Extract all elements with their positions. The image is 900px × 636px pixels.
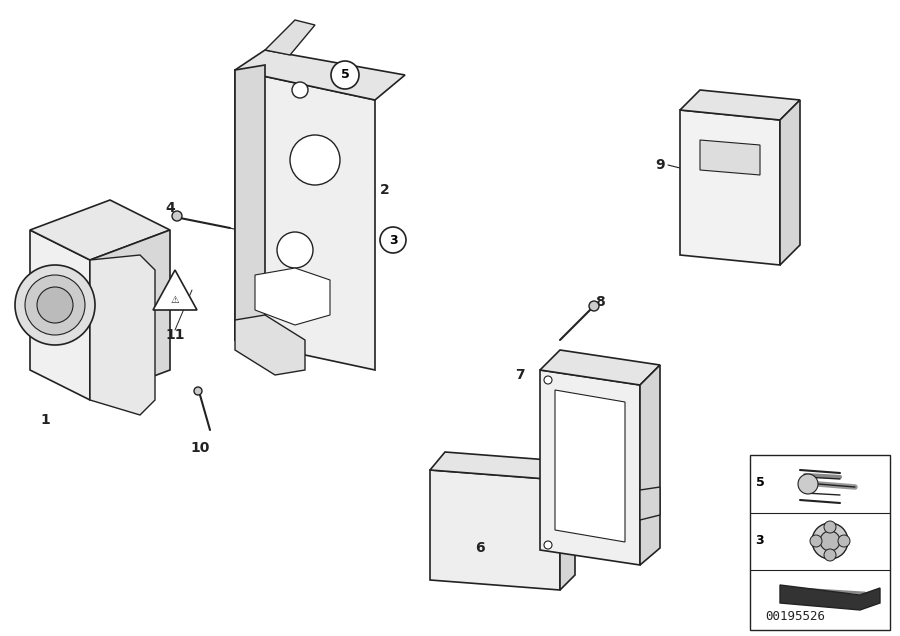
Circle shape: [812, 523, 848, 559]
Text: 00195526: 00195526: [765, 611, 825, 623]
Polygon shape: [235, 65, 265, 355]
Circle shape: [824, 549, 836, 561]
Circle shape: [820, 531, 840, 551]
Bar: [750, 455, 890, 630]
Circle shape: [824, 521, 836, 533]
Polygon shape: [780, 100, 800, 265]
Circle shape: [194, 387, 202, 395]
Text: 5: 5: [340, 69, 349, 81]
Text: 11: 11: [166, 328, 184, 342]
Circle shape: [589, 301, 599, 311]
Text: 7: 7: [515, 368, 525, 382]
Circle shape: [25, 275, 85, 335]
Polygon shape: [255, 268, 330, 325]
Text: 4: 4: [165, 201, 175, 215]
Circle shape: [290, 135, 340, 185]
Polygon shape: [235, 70, 375, 370]
Circle shape: [172, 211, 182, 221]
Circle shape: [331, 61, 359, 89]
Circle shape: [838, 535, 850, 547]
Polygon shape: [640, 487, 660, 520]
Text: 10: 10: [190, 441, 210, 455]
Text: 6: 6: [475, 541, 485, 555]
Circle shape: [277, 232, 313, 268]
Polygon shape: [700, 140, 760, 175]
Polygon shape: [90, 230, 170, 400]
Polygon shape: [640, 365, 660, 565]
Polygon shape: [30, 230, 90, 400]
Text: 8: 8: [595, 295, 605, 309]
Text: 3: 3: [756, 534, 764, 548]
Circle shape: [380, 227, 406, 253]
Text: ⚠: ⚠: [171, 295, 179, 305]
Polygon shape: [30, 200, 170, 260]
Text: 1: 1: [40, 413, 50, 427]
Text: 2: 2: [380, 183, 390, 197]
Circle shape: [544, 541, 552, 549]
Polygon shape: [153, 270, 197, 310]
Circle shape: [810, 535, 822, 547]
Polygon shape: [780, 585, 880, 610]
Polygon shape: [235, 315, 305, 375]
Polygon shape: [265, 20, 315, 55]
Polygon shape: [430, 470, 560, 590]
Text: 3: 3: [389, 233, 397, 247]
Circle shape: [292, 82, 308, 98]
Text: 5: 5: [756, 476, 764, 490]
Polygon shape: [235, 50, 405, 100]
Circle shape: [15, 265, 95, 345]
Polygon shape: [680, 90, 800, 120]
Circle shape: [798, 474, 818, 494]
Polygon shape: [90, 255, 155, 415]
Polygon shape: [540, 350, 660, 385]
Polygon shape: [430, 452, 575, 480]
Polygon shape: [560, 462, 575, 590]
Circle shape: [37, 287, 73, 323]
Polygon shape: [540, 370, 640, 565]
Circle shape: [544, 376, 552, 384]
Polygon shape: [680, 110, 780, 265]
Text: 9: 9: [655, 158, 665, 172]
Polygon shape: [555, 390, 625, 542]
